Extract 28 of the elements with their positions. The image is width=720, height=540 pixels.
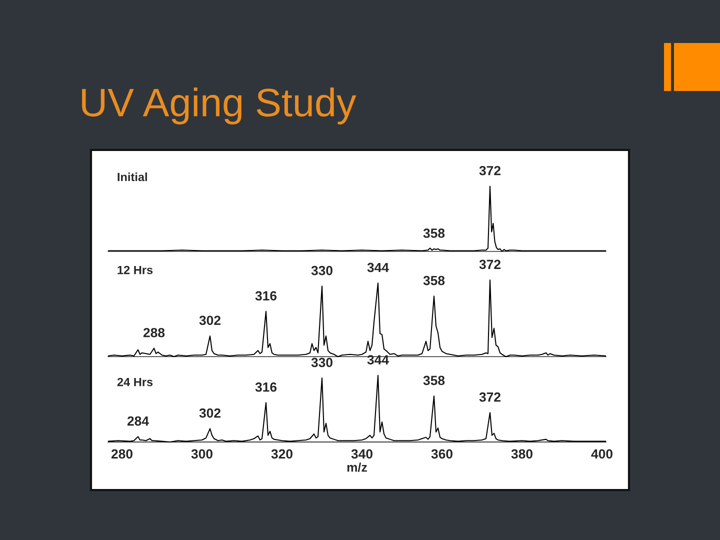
- annotation: 302: [199, 316, 220, 326]
- x-tick-label: 360: [431, 449, 452, 459]
- text: Initial: [118, 172, 147, 182]
- annotation: 372: [479, 392, 500, 402]
- annotation: 344: [367, 355, 389, 364]
- x-tick-label: 380: [511, 449, 532, 459]
- annotation: 358: [423, 276, 445, 286]
- x-tick-label: 320: [271, 449, 292, 459]
- x-tick-label: 300: [191, 449, 212, 459]
- annotation: 288: [143, 328, 165, 338]
- annotation: 330: [311, 358, 332, 368]
- annotation: 372: [479, 166, 500, 176]
- annotation: 358: [423, 376, 445, 386]
- annotation: 316: [255, 291, 277, 301]
- annotation: 344: [367, 262, 389, 272]
- x-tick-label: 280: [111, 449, 132, 459]
- annotation: 302: [199, 408, 220, 418]
- x-tick-label: 400: [591, 449, 612, 459]
- annotation: 330: [311, 266, 332, 276]
- chart-title: UV Aging Study: [82, 88, 356, 124]
- annotation: 372: [479, 260, 500, 270]
- text: 12 Hrs: [118, 266, 153, 274]
- x-axis-title: m/z: [347, 462, 367, 472]
- annotation: 284: [127, 416, 149, 426]
- annotation: 316: [255, 382, 277, 392]
- x-tick-label: 340: [351, 449, 372, 459]
- annotation: 24 Hrs: [117, 378, 153, 386]
- annotation: 358: [423, 228, 445, 238]
